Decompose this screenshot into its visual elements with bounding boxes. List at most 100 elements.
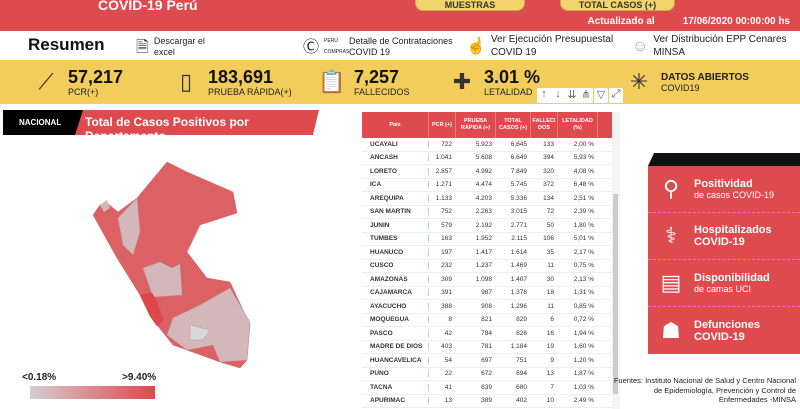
map-title: Total de Casos Positivos por Departament… — [75, 110, 319, 135]
table-row[interactable]: CAJAMARCA 391 987 1.378 18 1,31 % — [362, 287, 612, 300]
table-row[interactable]: CUSCO 232 1.237 1.469 11 0,75 % — [362, 260, 612, 273]
table-row[interactable]: UCAYALI 722 5.923 6.645 133 2,00 % — [362, 138, 612, 152]
table-row[interactable]: SAN MARTIN 752 2.263 3.015 72 2,39 % — [362, 206, 612, 219]
table-cell: 5.923 — [475, 140, 492, 148]
table-cell: HUANCAVELICA — [362, 356, 429, 364]
kpi-letalidad: ✚ 3.01 % LETALIDAD — [448, 60, 540, 104]
col-pais[interactable]: País — [362, 112, 429, 138]
expand-down-icon[interactable]: ⇊ — [565, 88, 579, 103]
table-cell: 826 — [516, 329, 527, 337]
map-region-ayacucho[interactable] — [189, 324, 211, 341]
table-scrollbar[interactable] — [612, 112, 620, 409]
table-row[interactable]: APURIMAC 13 389 402 10 2,49 % — [362, 395, 612, 408]
scrollbar-thumb[interactable] — [613, 194, 618, 394]
download-excel-link[interactable]: 🗎 Descargar el excel — [136, 36, 216, 58]
table-row[interactable]: ICA 1.271 4.474 5.745 372 6,48 % — [362, 179, 612, 192]
kpi-fallecidos: 📋 7,257 FALLECIDOS — [318, 60, 409, 104]
table-cell: 42 — [444, 329, 452, 337]
panel-sub: de casos COVID-19 — [694, 190, 775, 200]
table-row[interactable]: AREQUIPA 1.133 4.203 5.336 134 2,51 % — [362, 192, 612, 206]
map-region-cajamarca[interactable] — [117, 197, 141, 256]
table-cell: 54 — [444, 356, 452, 364]
peru-choropleth-map[interactable] — [0, 135, 360, 370]
table-cell: 1.378 — [510, 289, 527, 297]
table-cell: 1.614 — [510, 248, 527, 256]
drill-up-icon[interactable]: ↑ — [537, 88, 551, 103]
table-row[interactable]: AMAZONAS 309 1.098 1.407 30 2,13 % — [362, 273, 612, 287]
face-shield-icon: ☺ — [632, 37, 649, 55]
table-row[interactable]: LORETO 2.857 4.992 7.849 320 4,08 % — [362, 165, 612, 179]
col-total-casos[interactable]: TOTAL CASOS (+) — [496, 112, 531, 138]
table-row[interactable]: MOQUEGUA 8 821 829 6 0,72 % — [362, 314, 612, 327]
drill-down-icon[interactable]: ↓ — [551, 88, 565, 103]
download-excel-label: Descargar el excel — [153, 36, 205, 57]
table-cell: ICA — [362, 181, 429, 189]
col-pcr[interactable]: PCR (+) — [429, 112, 456, 138]
panel-title: Positividad — [694, 178, 753, 190]
table-cell: 829 — [516, 316, 527, 324]
muestras-button[interactable]: MUESTRAS — [415, 0, 525, 11]
epp-link[interactable]: ☺ Ver Distribución EPP Cenares MINSA — [632, 33, 797, 59]
hierarchy-icon[interactable]: ⋔ — [579, 88, 593, 103]
table-row[interactable]: PUNO 22 672 694 13 1,87 % — [362, 368, 612, 381]
table-row[interactable]: JUNIN 579 2.192 2.771 50 1,80 % — [362, 219, 612, 233]
table-cell: 7 — [550, 383, 554, 391]
table-cell: 2,51 % — [573, 194, 594, 202]
filter-icon[interactable]: ▽ — [594, 88, 608, 103]
table-cell: 1.133 — [435, 194, 452, 202]
table-cell: 781 — [481, 343, 492, 351]
legend-min: <0.18% — [22, 372, 57, 383]
legend-max: >9.40% — [122, 372, 157, 383]
table-cell: CUSCO — [362, 262, 429, 270]
table-cell: 2.263 — [475, 208, 492, 216]
table-cell: PUNO — [362, 370, 429, 378]
death-icon: ☗ — [661, 317, 681, 343]
col-fallecidos[interactable]: FALLECI DOS — [531, 112, 558, 138]
table-cell: 388 — [441, 302, 452, 310]
disponibilidad-link[interactable]: ▤ Disponibilidad de camas UCI — [648, 260, 800, 307]
resumen-title: Resumen — [28, 35, 105, 54]
table-cell: 163 — [441, 235, 452, 243]
table-cell: 22 — [444, 370, 452, 378]
defunciones-link[interactable]: ☗ Defunciones COVID-19 — [648, 307, 800, 354]
table-cell: 752 — [441, 208, 452, 216]
contrataciones-link[interactable]: Ⓒ PERÚ COMPRAS Detalle de Contrataciones C… — [303, 36, 453, 58]
hand-coin-icon: ☝ — [466, 37, 486, 55]
table-cell: CAJAMARCA — [362, 289, 429, 297]
table-cell: 694 — [516, 370, 527, 378]
contrataciones-label: Detalle de Contrataciones COVID 19 — [349, 36, 453, 57]
table-cell: 11 — [547, 262, 554, 270]
table-row[interactable]: HUANCAVELICA 54 697 751 9 1,20 % — [362, 354, 612, 368]
kpi-bar: ⟋ 57,217 PCR(+) ▯ 183,691 PRUEBA RÁPIDA(+) 📋… — [0, 60, 800, 104]
search-people-icon: ⚲ — [662, 176, 680, 201]
table-row[interactable]: PASCO 42 784 826 16 1,94 % — [362, 327, 612, 341]
table-cell: 1.098 — [475, 275, 492, 283]
table-cell: 0,75 % — [573, 262, 594, 270]
ejecucion-link[interactable]: ☝ Ver Ejecución Presupuestal COVID 19 — [466, 33, 616, 59]
table-row[interactable]: MADRE DE DIOS 403 781 1.184 19 1,60 % — [362, 341, 612, 354]
panel-sub: COVID-19 — [694, 330, 745, 343]
datos-abiertos-link[interactable]: ✳ DATOS ABIERTOS COVID19 — [625, 60, 749, 104]
table-cell: 2,49 % — [573, 397, 594, 405]
col-letalidad[interactable]: LETALIDAD (%) — [558, 112, 598, 138]
hospitalizados-link[interactable]: ⚕ Hospitalizados COVID-19 — [648, 213, 800, 260]
map-region-south-east[interactable] — [166, 287, 251, 363]
positividad-link[interactable]: ⚲ Positividad de casos COVID-19 — [648, 166, 800, 213]
table-row[interactable]: TACNA 41 639 680 7 1,03 % — [362, 381, 612, 395]
table-cell: 2.115 — [511, 235, 527, 243]
total-casos-button[interactable]: TOTAL CASOS (+) — [560, 0, 675, 11]
table-cell: 6.649 — [510, 154, 527, 162]
kpi-pcr: ⟋ 57,217 PCR(+) — [32, 60, 123, 104]
table-cell: ANCASH — [362, 154, 429, 162]
table-cell: 4,08 % — [573, 167, 594, 175]
focus-mode-icon[interactable]: ⤢ — [609, 88, 623, 103]
table-row[interactable]: TUMBES 163 1.952 2.115 106 5,01 % — [362, 233, 612, 246]
map-region-lima[interactable] — [139, 292, 164, 327]
table-cell: 722 — [441, 140, 452, 148]
table-row[interactable]: AYACUCHO 388 908 1.296 11 0,85 % — [362, 300, 612, 314]
table-row[interactable]: ANCASH 1.041 5.608 6.649 394 5,93 % — [362, 152, 612, 165]
map-region-tumbes[interactable] — [100, 200, 110, 212]
table-row[interactable]: HUANUCO 197 1.417 1.614 35 2,17 % — [362, 246, 612, 260]
col-prueba-rapida[interactable]: PRUEBA RÁPIDA (+) — [456, 112, 496, 138]
side-panel: ⚲ Positividad de casos COVID-19 ⚕ Hospitali… — [648, 153, 800, 354]
